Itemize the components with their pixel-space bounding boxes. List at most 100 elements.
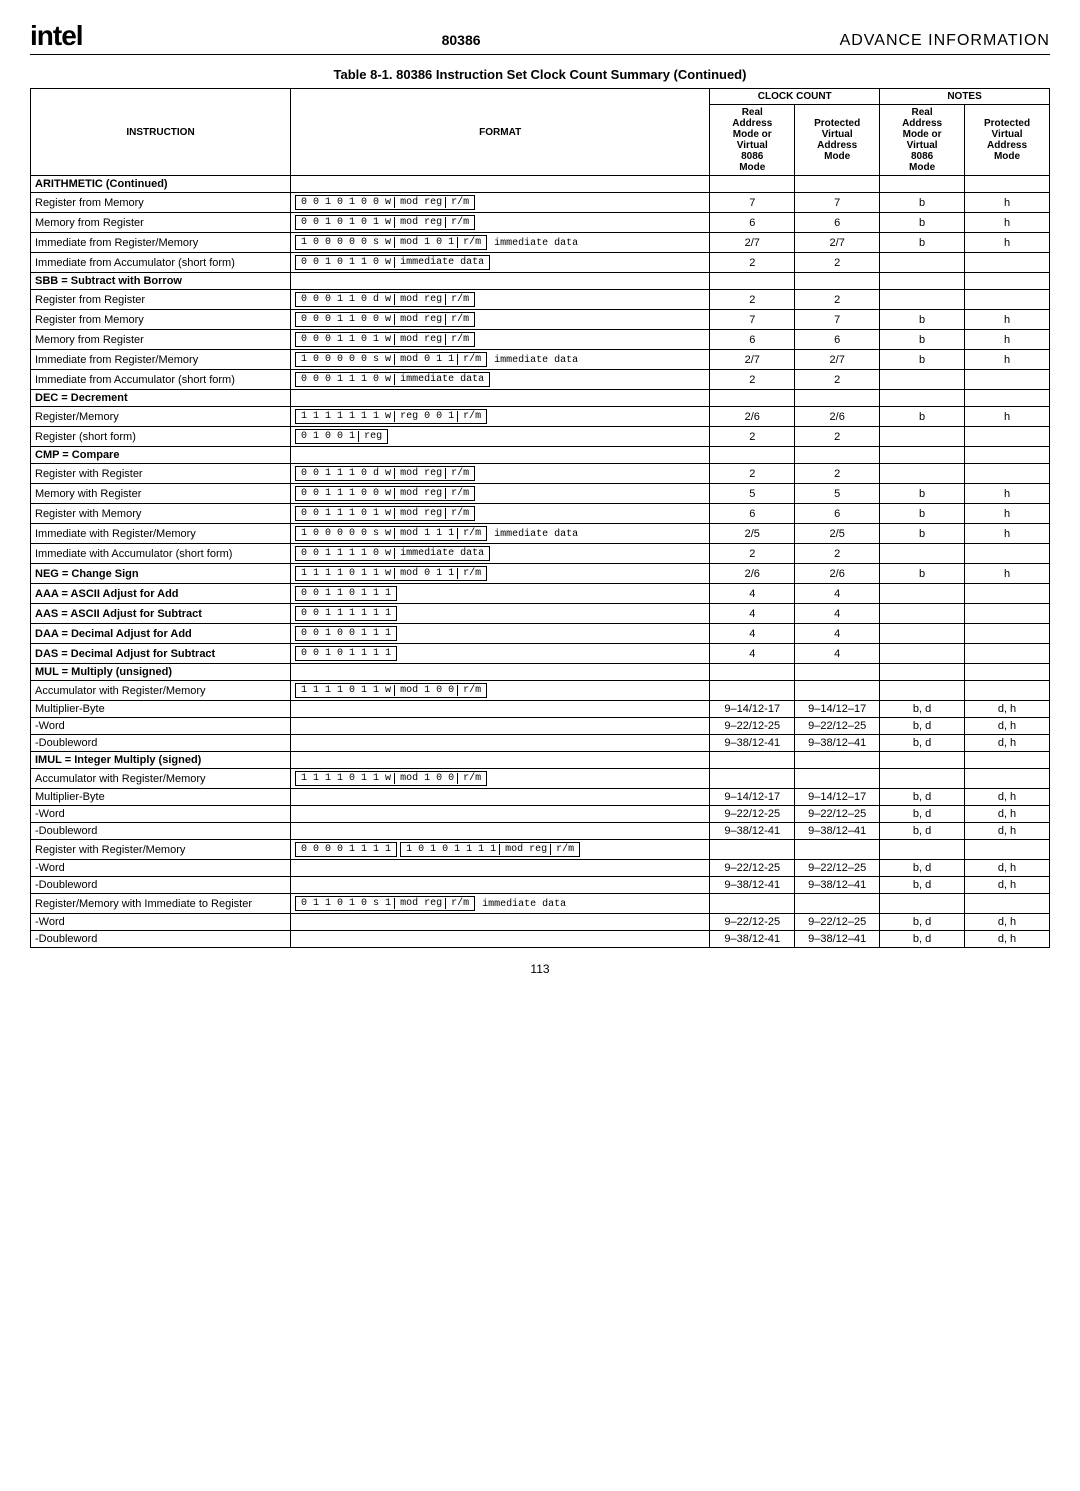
opcode-segment: mod reg [499, 844, 547, 855]
instruction-label: Register from Memory [31, 193, 291, 213]
opcode-segment: mod 1 0 0 [394, 773, 454, 784]
table-row: -Word9–22/12-259–22/12–25b, dd, h [31, 914, 1050, 931]
table-row: Multiplier-Byte9–14/12-179–14/12–17b, dd… [31, 701, 1050, 718]
col-cc-prot: Protected Virtual Address Mode [795, 105, 880, 176]
format-cell: 0 0 1 0 1 1 0 wimmediate data [291, 253, 710, 273]
col-cc-real: Real Address Mode or Virtual 8086 Mode [710, 105, 795, 176]
clock-protected: 6 [795, 330, 880, 350]
instruction-label: SBB = Subtract with Borrow [31, 273, 291, 290]
clock-real: 5 [710, 484, 795, 504]
opcode-segment: r/m [457, 685, 481, 696]
note-protected [965, 464, 1050, 484]
clock-real: 7 [710, 310, 795, 330]
table-body: ARITHMETIC (Continued)Register from Memo… [31, 176, 1050, 948]
clock-protected: 9–38/12–41 [795, 931, 880, 948]
format-cell: 0 0 1 0 0 1 1 1 [291, 624, 710, 644]
format-cell [291, 701, 710, 718]
clock-protected: 7 [795, 310, 880, 330]
opcode-segment: 1 1 1 1 1 1 1 w [301, 411, 391, 422]
instruction-label: Accumulator with Register/Memory [31, 681, 291, 701]
opcode-segment: r/m [457, 237, 481, 248]
clock-protected: 2 [795, 544, 880, 564]
clock-protected: 9–22/12–25 [795, 914, 880, 931]
instruction-label: Multiplier-Byte [31, 701, 291, 718]
clock-real: 9–14/12-17 [710, 701, 795, 718]
format-cell [291, 447, 710, 464]
instruction-label: Memory with Register [31, 484, 291, 504]
opcode-segment: r/m [445, 468, 469, 479]
instruction-label: Register/Memory [31, 407, 291, 427]
opcode-trailing-text: immediate data [482, 899, 566, 910]
clock-protected: 2/6 [795, 564, 880, 584]
note-real [880, 681, 965, 701]
note-real: b, d [880, 789, 965, 806]
table-row: Register with Register0 0 1 1 1 0 d wmod… [31, 464, 1050, 484]
clock-protected: 6 [795, 213, 880, 233]
format-cell [291, 752, 710, 769]
format-cell: 0 0 1 1 0 1 1 1 [291, 584, 710, 604]
opcode-trailing-text: immediate data [494, 529, 578, 540]
clock-real: 9–38/12-41 [710, 735, 795, 752]
format-cell [291, 176, 710, 193]
instruction-label: -Word [31, 914, 291, 931]
opcode-box: 0 0 1 0 0 1 1 1 [295, 626, 397, 641]
note-real: b, d [880, 823, 965, 840]
clock-real: 2/6 [710, 564, 795, 584]
note-protected [965, 894, 1050, 914]
note-real: b [880, 504, 965, 524]
note-protected [965, 604, 1050, 624]
clock-protected: 7 [795, 193, 880, 213]
note-real: b, d [880, 701, 965, 718]
note-real: b [880, 350, 965, 370]
note-real: b [880, 193, 965, 213]
clock-protected [795, 447, 880, 464]
instruction-label: -Word [31, 806, 291, 823]
clock-real: 9–22/12-25 [710, 806, 795, 823]
format-cell [291, 664, 710, 681]
note-real: b [880, 484, 965, 504]
table-row: Immediate from Register/Memory1 0 0 0 0 … [31, 350, 1050, 370]
format-cell: 0 0 1 0 1 0 0 wmod regr/m [291, 193, 710, 213]
note-real [880, 427, 965, 447]
instruction-label: Immediate with Accumulator (short form) [31, 544, 291, 564]
opcode-segment: r/m [445, 217, 469, 228]
opcode-segment: r/m [445, 508, 469, 519]
logo: intel [30, 20, 83, 52]
opcode-segment: r/m [445, 898, 469, 909]
format-cell: 1 0 0 0 0 0 s wmod 1 1 1r/m immediate da… [291, 524, 710, 544]
note-real [880, 273, 965, 290]
table-row: AAA = ASCII Adjust for Add0 0 1 1 0 1 1 … [31, 584, 1050, 604]
format-cell: 0 0 1 0 1 0 1 wmod regr/m [291, 213, 710, 233]
clock-real [710, 273, 795, 290]
opcode-box: 0 0 1 1 1 0 1 wmod regr/m [295, 506, 475, 521]
clock-real: 6 [710, 504, 795, 524]
opcode-segment: 0 0 0 0 1 1 1 1 [301, 844, 391, 855]
opcode-segment: mod 1 0 1 [394, 237, 454, 248]
clock-protected [795, 681, 880, 701]
note-real [880, 624, 965, 644]
note-real: b, d [880, 735, 965, 752]
col-notes: NOTES [880, 89, 1050, 105]
opcode-segment: 0 0 1 1 0 1 1 1 [301, 588, 391, 599]
format-cell: 0 0 0 1 1 0 d wmod regr/m [291, 290, 710, 310]
note-real [880, 604, 965, 624]
instruction-label: Immediate from Accumulator (short form) [31, 253, 291, 273]
opcode-box: 1 1 1 1 0 1 1 wmod 1 0 0r/m [295, 771, 487, 786]
opcode-segment: 0 0 0 1 1 0 0 w [301, 314, 391, 325]
table-row: Register/Memory1 1 1 1 1 1 1 wreg 0 0 1r… [31, 407, 1050, 427]
clock-real: 7 [710, 193, 795, 213]
opcode-box: 0 0 1 1 0 1 1 1 [295, 586, 397, 601]
instruction-table: INSTRUCTION FORMAT CLOCK COUNT NOTES Rea… [30, 88, 1050, 948]
opcode-segment: mod reg [394, 898, 442, 909]
note-protected [965, 624, 1050, 644]
opcode-segment: 0 0 1 1 1 1 0 w [301, 548, 391, 559]
clock-real: 9–14/12-17 [710, 789, 795, 806]
col-n-real: Real Address Mode or Virtual 8086 Mode [880, 105, 965, 176]
format-cell: 1 0 0 0 0 0 s wmod 0 1 1r/m immediate da… [291, 350, 710, 370]
note-protected [965, 253, 1050, 273]
format-cell: 1 1 1 1 1 1 1 wreg 0 0 1r/m [291, 407, 710, 427]
note-real: b [880, 213, 965, 233]
table-title: Table 8-1. 80386 Instruction Set Clock C… [30, 67, 1050, 82]
advance-label: ADVANCE INFORMATION [840, 32, 1050, 50]
note-real: b, d [880, 718, 965, 735]
